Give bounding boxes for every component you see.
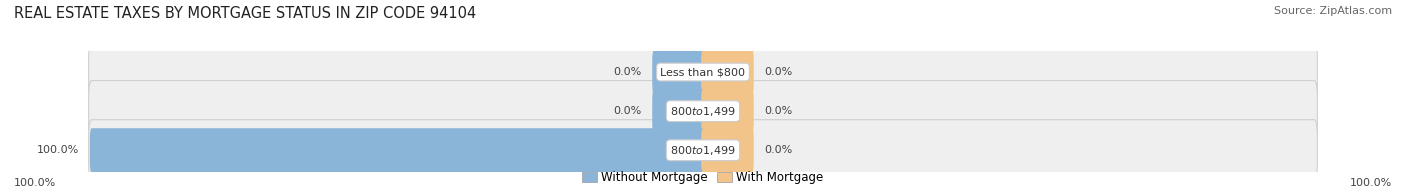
Text: 0.0%: 0.0% — [613, 67, 643, 77]
FancyBboxPatch shape — [702, 50, 754, 94]
FancyBboxPatch shape — [702, 128, 754, 172]
Text: 0.0%: 0.0% — [763, 106, 793, 116]
Text: 100.0%: 100.0% — [37, 145, 80, 155]
Text: 100.0%: 100.0% — [1350, 178, 1392, 188]
Legend: Without Mortgage, With Mortgage: Without Mortgage, With Mortgage — [578, 167, 828, 189]
FancyBboxPatch shape — [90, 128, 704, 172]
Text: 0.0%: 0.0% — [763, 145, 793, 155]
FancyBboxPatch shape — [702, 89, 754, 133]
FancyBboxPatch shape — [89, 81, 1317, 142]
Text: Source: ZipAtlas.com: Source: ZipAtlas.com — [1274, 6, 1392, 16]
Text: $800 to $1,499: $800 to $1,499 — [671, 144, 735, 157]
Text: REAL ESTATE TAXES BY MORTGAGE STATUS IN ZIP CODE 94104: REAL ESTATE TAXES BY MORTGAGE STATUS IN … — [14, 6, 477, 21]
Text: $800 to $1,499: $800 to $1,499 — [671, 105, 735, 118]
Text: Less than $800: Less than $800 — [661, 67, 745, 77]
FancyBboxPatch shape — [652, 50, 704, 94]
Text: 0.0%: 0.0% — [613, 106, 643, 116]
Text: 0.0%: 0.0% — [763, 67, 793, 77]
FancyBboxPatch shape — [89, 120, 1317, 181]
FancyBboxPatch shape — [652, 89, 704, 133]
FancyBboxPatch shape — [89, 42, 1317, 103]
Text: 100.0%: 100.0% — [14, 178, 56, 188]
